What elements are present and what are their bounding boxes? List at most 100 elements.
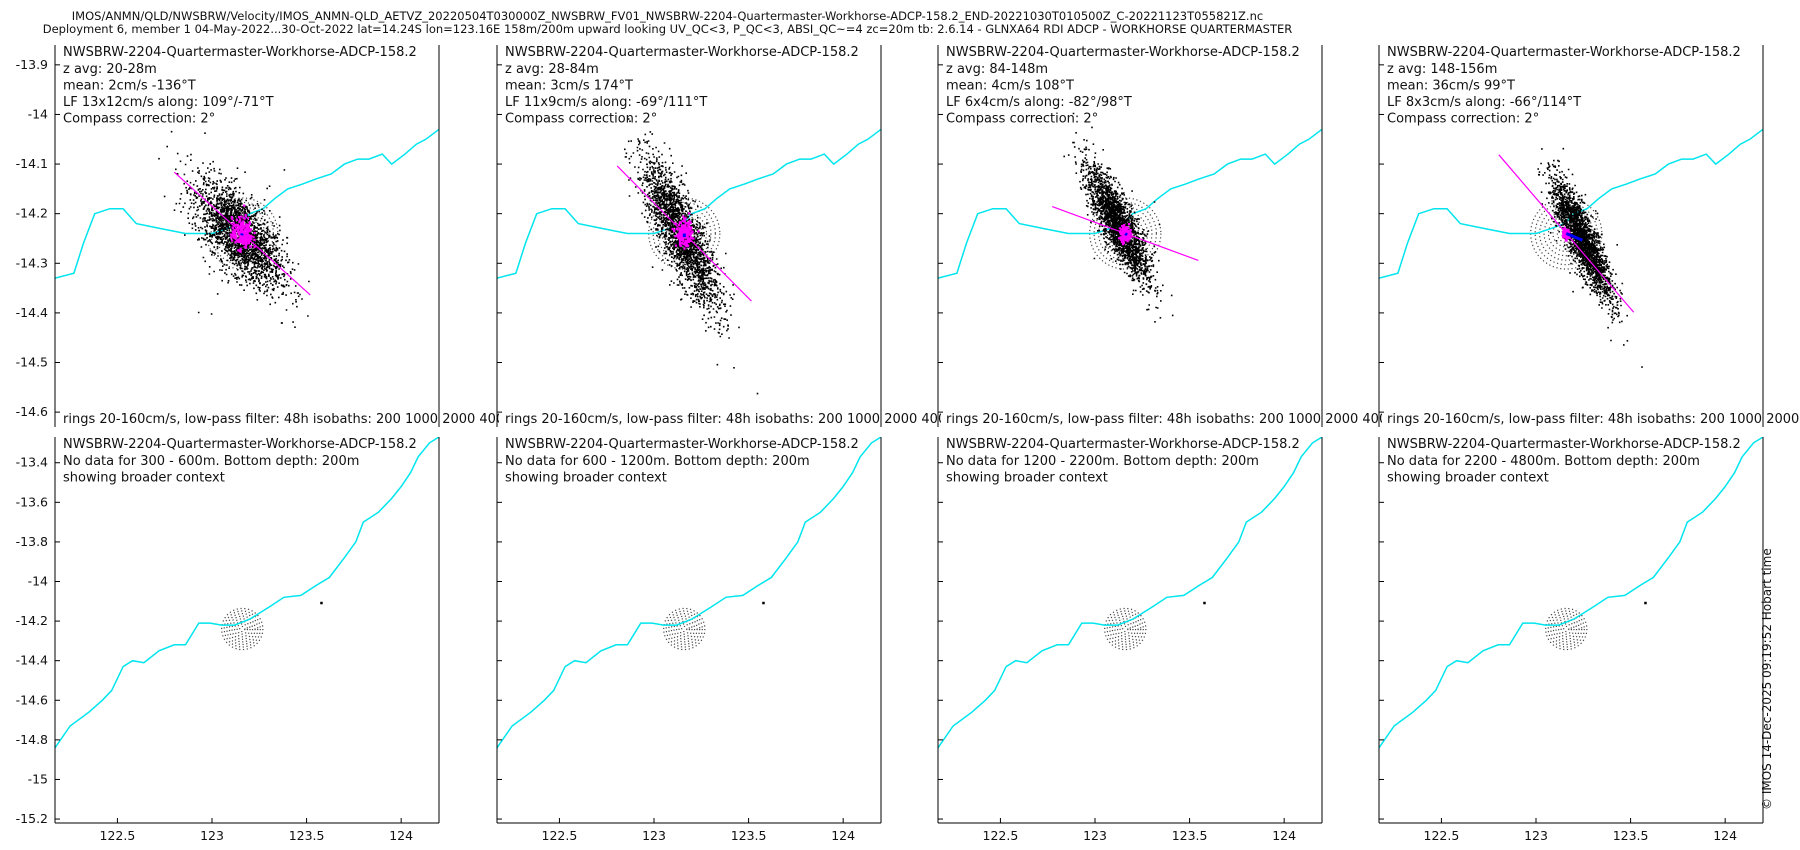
speed-ring [665, 610, 703, 648]
speed-ring [1557, 620, 1575, 638]
plot-area [497, 437, 881, 749]
y-tick-label: -13.6 [16, 494, 48, 509]
x-tick-label: 122.5 [1424, 828, 1460, 843]
top-panel: NWSBRW-2204-Quartermaster-Workhorse-ADCP… [1378, 45, 1800, 427]
speed-ring [670, 219, 699, 248]
speed-ring [1104, 607, 1147, 651]
panel-title: NWSBRW-2204-Quartermaster-Workhorse-ADCP… [946, 437, 1300, 452]
panel-info-line: No data for 300 - 600m. Bottom depth: 20… [63, 454, 359, 469]
speed-ring [1097, 206, 1153, 261]
y-tick-label: -14.2 [16, 206, 48, 221]
speed-ring [1109, 612, 1142, 646]
mean-velocity-arrow [240, 233, 244, 236]
x-tick-label: 124 [1272, 828, 1296, 843]
panel-info-line: No data for 600 - 1200m. Bottom depth: 2… [505, 454, 810, 469]
x-tick-label: 124 [831, 828, 855, 843]
mean-velocity-arrow [1124, 232, 1128, 237]
panel-info-line: Compass correction: 2° [63, 112, 215, 127]
coastline-isobath [1379, 128, 1763, 279]
velocity-scatter [624, 118, 759, 395]
island-marker [1644, 601, 1647, 605]
panel-info-line: Compass correction: 2° [505, 112, 657, 127]
top-panel: NWSBRW-2204-Quartermaster-Workhorse-ADCP… [496, 45, 941, 427]
bottom-panel: 122.5 123 123.5 124 NWSBRW-2204-Quartermaste… [937, 437, 1323, 843]
island-marker [1203, 601, 1206, 605]
speed-ring [226, 612, 259, 646]
panel-info-line: showing broader context [946, 471, 1108, 486]
lowpass-scatter [229, 204, 256, 253]
x-tick-label: 122.5 [983, 828, 1019, 843]
principal-axis-line [1498, 154, 1635, 313]
panel-info-line: Compass correction: 2° [946, 112, 1098, 127]
speed-ring [652, 201, 716, 266]
x-tick-label: 123 [642, 828, 666, 843]
panel-info-line: mean: 2cm/s -136°T [63, 79, 196, 94]
speed-ring [239, 625, 246, 633]
panel-info-line: LF 13x12cm/s along: 109°/-71°T [63, 95, 274, 110]
speed-ring [1555, 618, 1578, 640]
bottom-panel: 122.5 123 123.5 124 NWSBRW-2204-Quartermaste… [1378, 437, 1764, 843]
x-tick-label: 123.5 [1172, 828, 1208, 843]
panel-title: NWSBRW-2204-Quartermaster-Workhorse-ADCP… [1387, 437, 1741, 452]
island-marker [762, 601, 765, 605]
x-tick-label: 123.5 [731, 828, 767, 843]
bottom-panel: 122.5 123 123.5 124 -13.4 -13.6 -13.8 -14 -14.2 -… [16, 437, 440, 843]
panel-title: NWSBRW-2204-Quartermaster-Workhorse-ADCP… [505, 45, 859, 60]
y-tick-label: -14.3 [16, 255, 48, 270]
speed-ring [1114, 618, 1137, 640]
y-tick-label: -15.2 [16, 811, 48, 826]
y-tick-label: -15 [28, 771, 48, 786]
plot-area [55, 437, 439, 749]
panel-info-line: mean: 4cm/s 108°T [946, 79, 1074, 94]
velocity-scatter [1537, 147, 1643, 368]
speed-ring [1093, 201, 1157, 266]
y-tick-label: -14.6 [16, 692, 48, 707]
speed-ring [1563, 625, 1570, 633]
panel-title: NWSBRW-2204-Quartermaster-Workhorse-ADCP… [1387, 45, 1741, 60]
panel-title: NWSBRW-2204-Quartermaster-Workhorse-ADCP… [63, 45, 417, 60]
panel-info-line: Compass correction: 2° [1387, 112, 1539, 127]
y-tick-label: -14 [28, 106, 48, 121]
speed-ring [1111, 615, 1139, 643]
x-tick-label: 122.5 [100, 828, 136, 843]
panel-info-line: No data for 2200 - 4800m. Bottom depth: … [1387, 454, 1700, 469]
velocity-scatter [1063, 112, 1174, 323]
speed-ring [663, 607, 706, 651]
speed-ring [1089, 197, 1162, 270]
y-tick-label: -14.8 [16, 732, 48, 747]
speed-ring [1545, 607, 1588, 651]
speed-ring [1543, 210, 1590, 257]
speed-ring [656, 206, 712, 261]
x-tick-label: 123 [200, 828, 224, 843]
panel-info-line: showing broader context [505, 471, 667, 486]
speed-ring [231, 618, 254, 640]
speed-ring [1119, 623, 1132, 635]
panel-info-line: showing broader context [63, 471, 225, 486]
y-tick-label: -14.5 [16, 355, 48, 370]
y-tick-label: -14.2 [16, 613, 48, 628]
velocity-scatter [158, 130, 310, 328]
speed-ring [223, 610, 261, 648]
x-tick-label: 123.5 [289, 828, 325, 843]
panel-title: NWSBRW-2204-Quartermaster-Workhorse-ADCP… [505, 437, 859, 452]
x-tick-label: 124 [389, 828, 413, 843]
coastline-isobath [497, 437, 881, 749]
speed-ring [648, 197, 721, 270]
plot-area [938, 112, 1322, 323]
mean-velocity-arrow [1565, 232, 1583, 242]
coastline-isobath [497, 128, 881, 279]
y-tick-label: -14.1 [16, 156, 48, 171]
island-marker [320, 601, 323, 605]
bottom-panel: 122.5 123 123.5 124 NWSBRW-2204-Quartermaste… [496, 437, 882, 843]
speed-ring [1550, 612, 1583, 646]
coastline-isobath [55, 437, 439, 749]
speed-ring [681, 625, 688, 633]
coastline-isobath [938, 128, 1322, 279]
top-panel: NWSBRW-2204-Quartermaster-Workhorse-ADCP… [937, 45, 1382, 427]
panel-info-line: mean: 3cm/s 174°T [505, 79, 633, 94]
x-tick-label: 123 [1524, 828, 1548, 843]
panel-info-line: z avg: 84-148m [946, 62, 1048, 77]
speed-ring [670, 615, 698, 643]
speed-ring [1560, 623, 1573, 635]
speed-ring [221, 607, 264, 651]
